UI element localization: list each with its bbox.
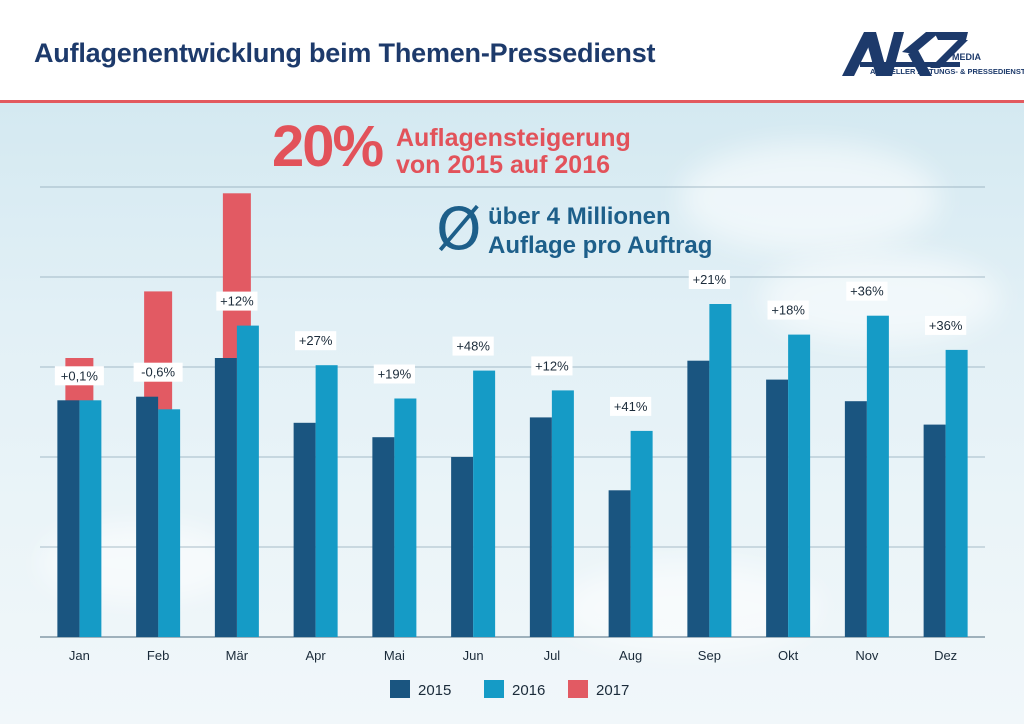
x-tick-label: Okt [778,648,799,663]
legend-label: 2017 [596,682,629,699]
x-tick-label: Feb [147,648,169,663]
data-label-box [610,396,652,416]
x-tick-label: Dez [934,648,957,663]
highlight-line-1: Auflagensteigerung [396,124,631,152]
legend-label: 2015 [418,682,451,699]
data-label: +18% [771,303,805,318]
bar-2016 [315,365,338,637]
data-label-box [531,356,573,376]
data-label: +48% [456,339,490,354]
bar-2016 [236,325,259,637]
data-label: +41% [614,399,648,414]
data-label: +19% [378,367,412,382]
average-symbol: Ø [436,195,482,263]
bar-2016 [945,349,968,637]
logo-subtitle: AKTUELLER ZEITUNGS- & PRESSEDIENST [870,67,1024,76]
bar-2016 [394,398,417,637]
highlight-percent: 20% [272,114,384,179]
data-label-box [688,270,730,289]
data-label-box [133,362,183,382]
data-label-box [846,281,888,301]
bar-2015 [687,360,710,637]
header-divider [0,100,1024,103]
bar-2016 [79,400,102,637]
x-tick-label: Nov [855,648,879,663]
highlight-line-2: von 2015 auf 2016 [396,151,611,179]
data-label-box [767,300,809,320]
data-label: +36% [850,284,884,299]
average-line-2: Auflage pro Auftrag [488,232,713,259]
bar-2015 [923,424,946,637]
bar-2015 [214,358,237,637]
bar-2016 [158,409,181,637]
bar-2015 [136,396,159,637]
x-tick-label: Sep [698,648,721,663]
bar-2015 [57,400,80,637]
legend-label: 2016 [512,682,545,699]
data-label: +12% [535,358,569,373]
bar-2016 [709,304,732,637]
bar-2015 [844,401,867,637]
bar-2015 [766,379,789,637]
bar-2015 [451,457,474,637]
average-line-1: über 4 Millionen [488,203,671,230]
data-label-box [452,336,494,356]
data-label: +12% [220,294,254,309]
cloud-shape [680,143,940,253]
x-tick-label: Jul [544,648,561,663]
data-label-box [295,331,337,351]
x-tick-label: Jan [69,648,90,663]
x-tick-label: Mär [226,648,249,663]
data-label: +27% [299,333,333,348]
page-title: Auflagenentwicklung beim Themen-Pressedi… [34,38,656,68]
bar-2015 [293,422,316,637]
legend-swatch [568,680,588,698]
logo-media-label: MEDIA [952,52,981,62]
bar-2016 [551,390,574,637]
data-label-box [216,291,258,311]
legend-swatch [390,680,410,698]
data-label-box [373,364,415,384]
x-tick-label: Aug [619,648,642,663]
bar-2015 [529,417,552,637]
akz-logo-icon [842,32,968,76]
data-label: -0,6% [141,365,175,380]
data-label-box [54,366,104,386]
bar-2016 [788,334,811,637]
data-label-box [925,315,967,335]
legend-swatch [484,680,504,698]
bar-2015 [608,490,631,637]
x-tick-label: Jun [463,648,484,663]
bar-2016 [473,370,496,637]
data-label: +0,1% [61,368,99,383]
bar-2015 [372,437,395,637]
header: Auflagenentwicklung beim Themen-Pressedi… [0,0,1024,100]
x-tick-label: Apr [306,648,327,663]
data-label: +36% [929,318,963,333]
data-label: +21% [693,272,727,287]
x-tick-label: Mai [384,648,405,663]
bar-2016 [866,315,889,637]
bar-2016 [630,430,653,637]
